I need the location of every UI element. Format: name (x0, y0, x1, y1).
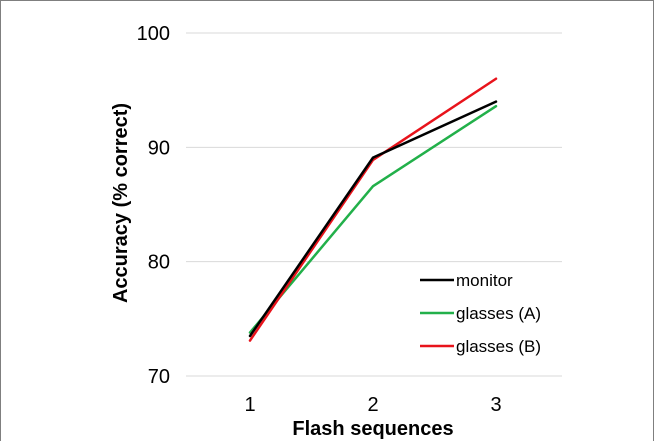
gridlines (186, 32, 562, 377)
legend-label-monitor: monitor (456, 271, 513, 290)
x-axis-title: Flash sequences (292, 418, 453, 440)
series-line-glasses-b (248, 77, 498, 342)
y-axis-ticks: 70 80 90 100 (137, 23, 170, 388)
x-axis-ticks: 1 2 3 (244, 394, 501, 416)
series-line-monitor (248, 100, 498, 338)
x-tick-label-2: 2 (367, 394, 378, 416)
legend-label-glasses-b: glasses (B) (456, 337, 541, 356)
series-lines (248, 77, 498, 342)
x-tick-label-3: 3 (490, 394, 501, 416)
series-line-glasses-a (248, 104, 498, 334)
y-tick-label-90: 90 (148, 137, 170, 159)
x-tick-label-1: 1 (244, 394, 255, 416)
y-tick-label-80: 80 (148, 252, 170, 274)
y-tick-label-100: 100 (137, 23, 170, 45)
legend: monitor glasses (A) glasses (B) (420, 271, 541, 356)
legend-label-glasses-a: glasses (A) (456, 304, 541, 323)
y-axis-title: Accuracy (% correct) (110, 103, 132, 303)
y-tick-label-70: 70 (148, 366, 170, 388)
